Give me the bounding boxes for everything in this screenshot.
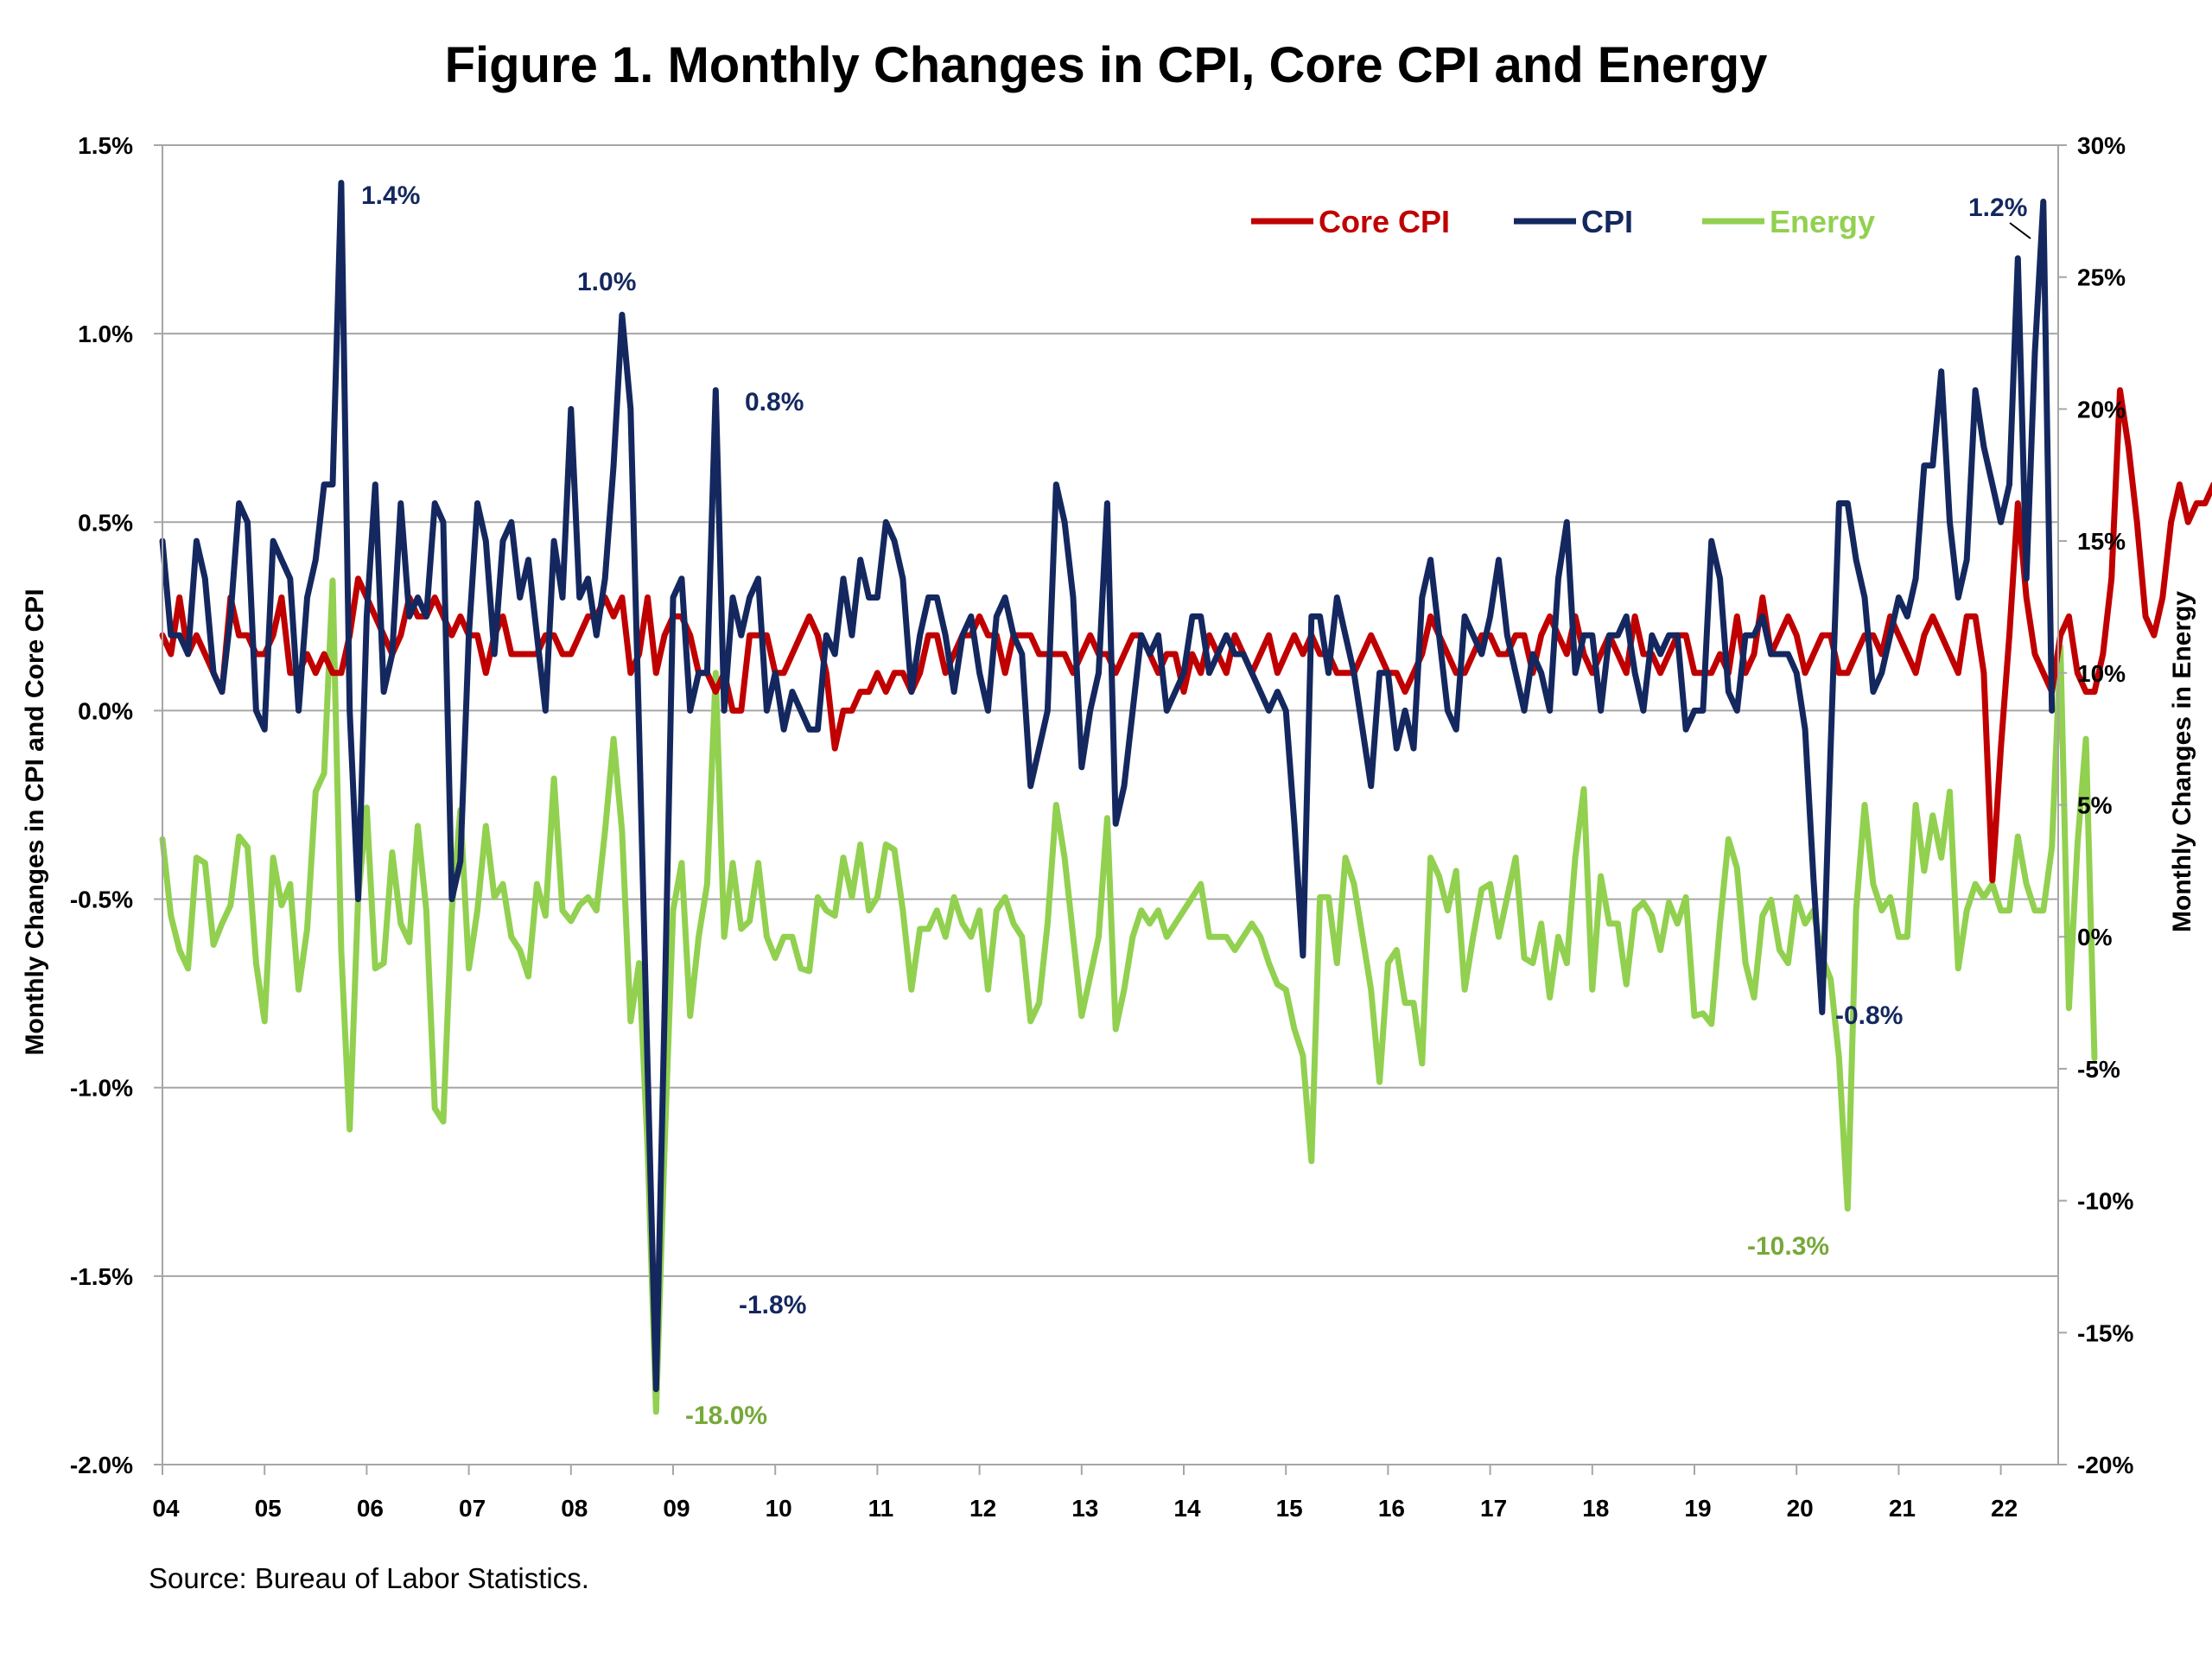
annotation-leader-line — [2009, 222, 2031, 239]
y2-tick-label: -20% — [2077, 1452, 2133, 1478]
x-tick-label: 15 — [1276, 1495, 1303, 1522]
x-tick-label: 10 — [766, 1495, 792, 1522]
x-tick-label: 16 — [1378, 1495, 1405, 1522]
data-label: 0.8% — [745, 388, 804, 416]
x-tick-label: 21 — [1889, 1495, 1916, 1522]
x-tick-label: 20 — [1787, 1495, 1814, 1522]
x-tick-label: 14 — [1173, 1495, 1201, 1522]
series-line-core-cpi — [159, 387, 2212, 884]
x-tick-label: 19 — [1684, 1495, 1711, 1522]
x-tick-label: 09 — [663, 1495, 690, 1522]
y-tick-label: 1.5% — [78, 132, 133, 159]
data-label: 1.4% — [361, 181, 420, 210]
x-tick-label: 12 — [969, 1495, 996, 1522]
chart-title: Figure 1. Monthly Changes in CPI, Core C… — [444, 37, 1768, 93]
x-tick-label: 22 — [1991, 1495, 2018, 1522]
x-tick-label: 17 — [1480, 1495, 1507, 1522]
legend-label-cpi: CPI — [1581, 204, 1633, 239]
y2-tick-label: 30% — [2077, 132, 2126, 159]
y2-tick-label: 25% — [2077, 264, 2126, 291]
x-tick-label: 06 — [357, 1495, 384, 1522]
legend: Core CPI CPI Energy — [1251, 204, 1875, 239]
y-tick-label: -0.5% — [70, 887, 133, 913]
series-line-energy — [159, 577, 2098, 1415]
x-tick-label: 07 — [459, 1495, 486, 1522]
x-tick-label: 11 — [868, 1495, 894, 1522]
tick-labels: 1.5% 1.0% 0.5% 0.0% -0.5% -1.0% -1.5% -2.0% 30% 2… — [21, 132, 2196, 1522]
y-tick-label: 1.0% — [78, 321, 133, 347]
series-lines — [159, 180, 2212, 1415]
y2-tick-label: 5% — [2077, 792, 2113, 819]
x-tick-label: 18 — [1582, 1495, 1609, 1522]
y2-tick-label: -15% — [2077, 1319, 2133, 1346]
data-label: 1.2% — [1968, 194, 2027, 222]
annotations: 1.4% 1.0% 0.8% -1.8% -18.0% -0.8% -10.3% 1.2% — [361, 181, 2031, 1430]
legend-label-energy: Energy — [1770, 204, 1875, 239]
y-axis-title: Monthly Changes in CPI and Core CPI — [21, 588, 49, 1055]
y-tick-label: -1.5% — [70, 1263, 133, 1290]
series-line-cpi — [159, 180, 2056, 1393]
data-label: -1.8% — [739, 1291, 806, 1319]
y2-tick-label: 10% — [2077, 660, 2126, 687]
y2-tick-label: 20% — [2077, 396, 2126, 423]
y-tick-label: 0.5% — [78, 509, 133, 536]
y-tick-label: -1.0% — [70, 1075, 133, 1102]
x-tick-label: 13 — [1071, 1495, 1098, 1522]
data-label: -10.3% — [1747, 1232, 1829, 1261]
y2-tick-label: 0% — [2077, 924, 2113, 950]
legend-label-core-cpi: Core CPI — [1319, 204, 1450, 239]
data-label: -0.8% — [1835, 1001, 1903, 1030]
axes — [154, 144, 2067, 1475]
y2-axis-title: Monthly Changes in Energy — [2168, 591, 2196, 932]
y2-tick-label: -10% — [2077, 1188, 2133, 1215]
source-note: Source: Bureau of Labor Statistics. — [149, 1562, 589, 1594]
y2-tick-label: -5% — [2077, 1056, 2120, 1083]
y2-tick-label: 15% — [2077, 528, 2126, 555]
x-tick-label: 05 — [255, 1495, 282, 1522]
x-tick-label: 08 — [561, 1495, 588, 1522]
data-label: 1.0% — [577, 268, 636, 296]
data-label: -18.0% — [685, 1402, 767, 1430]
y-tick-label: 0.0% — [78, 697, 133, 724]
y-tick-label: -2.0% — [70, 1452, 133, 1478]
x-tick-label: 04 — [152, 1495, 180, 1522]
